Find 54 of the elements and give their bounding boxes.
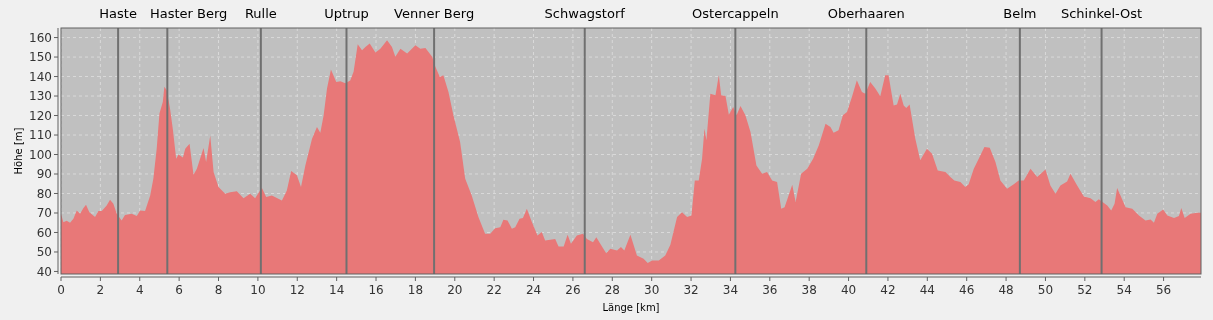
x-tick-label: 56 — [1155, 283, 1172, 297]
x-tick-label: 12 — [289, 283, 305, 297]
x-tick-label: 10 — [250, 283, 266, 297]
x-tick-label: 42 — [880, 283, 896, 297]
x-tick-label: 28 — [604, 283, 620, 297]
y-axis-title: Höhe [m] — [13, 127, 24, 175]
ref-line-label: Schinkel-Ost — [1060, 6, 1143, 21]
x-tick-label: 14 — [329, 283, 345, 297]
y-tick-label: 90 — [36, 167, 52, 182]
ref-line-label: Rulle — [244, 6, 277, 21]
x-tick-label: 24 — [525, 283, 542, 297]
y-tick-label: 40 — [36, 264, 52, 279]
x-tick-label: 50 — [1037, 283, 1054, 297]
x-tick-label: 4 — [135, 283, 144, 297]
x-axis-title: Länge [km] — [602, 302, 660, 313]
y-tick-label: 70 — [36, 206, 52, 221]
y-tick-label: 120 — [29, 108, 52, 123]
x-tick-label: 26 — [565, 283, 581, 297]
x-tick-label: 20 — [447, 283, 463, 297]
ref-line-label: Venner Berg — [394, 6, 475, 21]
x-tick-label: 40 — [840, 283, 857, 297]
x-tick-label: 22 — [486, 283, 502, 297]
x-tick-label: 38 — [801, 283, 817, 297]
ref-line-label: Ostercappeln — [692, 6, 779, 21]
x-tick-label: 18 — [407, 283, 424, 297]
x-tick-label: 48 — [998, 283, 1014, 297]
x-tick-label: 8 — [214, 283, 223, 297]
y-tick-label: 100 — [29, 147, 52, 162]
y-tick-label: 140 — [29, 69, 52, 84]
x-tick-label: 34 — [722, 283, 739, 297]
x-tick-label: 44 — [919, 283, 935, 297]
x-tick-label: 32 — [683, 283, 699, 297]
x-tick-label: 16 — [368, 283, 384, 297]
ref-line-label: Uptrup — [324, 6, 369, 21]
ref-line-label: Belm — [1003, 6, 1037, 21]
x-tick-label: 54 — [1116, 283, 1132, 297]
ref-line-label: Oberhaaren — [827, 6, 905, 21]
x-tick-label: 0 — [57, 283, 65, 297]
y-tick-label: 150 — [29, 50, 52, 65]
x-tick-label: 52 — [1077, 283, 1093, 297]
y-tick-label: 160 — [29, 30, 52, 45]
y-tick-label: 60 — [36, 225, 52, 240]
ref-line-label: Haste — [99, 6, 137, 21]
x-tick-label: 36 — [762, 283, 778, 297]
x-tick-label: 30 — [644, 283, 660, 297]
y-tick-label: 110 — [29, 128, 52, 143]
ref-line-label: Haster Berg — [149, 6, 228, 21]
x-tick-label: 6 — [175, 283, 183, 297]
x-tick-label: 46 — [959, 283, 975, 297]
y-tick-label: 130 — [29, 89, 52, 104]
y-tick-label: 50 — [36, 245, 52, 260]
ref-line-label: Schwagstorf — [544, 6, 626, 21]
y-tick-label: 80 — [36, 186, 52, 201]
x-tick-label: 2 — [96, 283, 105, 297]
